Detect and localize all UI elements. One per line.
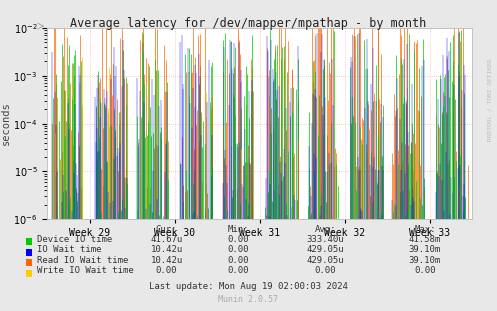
Text: IO Wait time: IO Wait time: [37, 245, 102, 254]
Text: 0.00: 0.00: [228, 256, 249, 265]
Y-axis label: seconds: seconds: [0, 102, 10, 146]
Text: 0.00: 0.00: [228, 266, 249, 275]
Text: Read IO Wait time: Read IO Wait time: [37, 256, 129, 265]
Text: Avg:: Avg:: [315, 225, 336, 234]
Text: Min:: Min:: [228, 225, 249, 234]
Text: 0.00: 0.00: [414, 266, 436, 275]
Text: Last update: Mon Aug 19 02:00:03 2024: Last update: Mon Aug 19 02:00:03 2024: [149, 281, 348, 290]
Text: Cur:: Cur:: [156, 225, 177, 234]
Text: Write IO Wait time: Write IO Wait time: [37, 266, 134, 275]
Text: Max:: Max:: [414, 225, 436, 234]
Text: 429.05u: 429.05u: [307, 245, 344, 254]
Text: 0.00: 0.00: [228, 245, 249, 254]
Text: RRDTOOL / TOBI OETIKER: RRDTOOL / TOBI OETIKER: [487, 58, 492, 141]
Text: 333.40u: 333.40u: [307, 234, 344, 244]
Text: 0.00: 0.00: [228, 234, 249, 244]
Text: Average latency for /dev/mapper/mpathap - by month: Average latency for /dev/mapper/mpathap …: [71, 17, 426, 30]
Text: 0.00: 0.00: [156, 266, 177, 275]
Text: 10.42u: 10.42u: [151, 245, 182, 254]
Text: 39.10m: 39.10m: [409, 245, 441, 254]
Text: 39.10m: 39.10m: [409, 256, 441, 265]
Text: 0.00: 0.00: [315, 266, 336, 275]
Text: 41.67u: 41.67u: [151, 234, 182, 244]
Text: 41.58m: 41.58m: [409, 234, 441, 244]
Text: 429.05u: 429.05u: [307, 256, 344, 265]
Text: Device IO time: Device IO time: [37, 234, 112, 244]
Text: Munin 2.0.57: Munin 2.0.57: [219, 295, 278, 304]
Text: 10.42u: 10.42u: [151, 256, 182, 265]
